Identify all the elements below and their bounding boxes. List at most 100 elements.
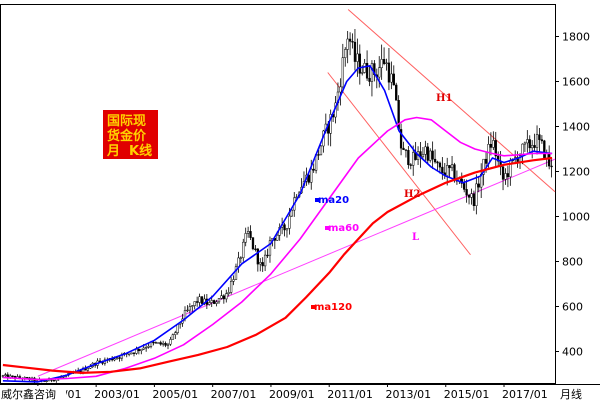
ma20-marker	[315, 198, 319, 202]
candle	[200, 296, 204, 305]
candle	[128, 353, 131, 357]
candle	[409, 163, 412, 170]
title-line-2: 货金价	[107, 128, 147, 144]
candle	[254, 244, 257, 252]
ma60-label: ma60	[328, 223, 359, 234]
candle	[531, 140, 534, 159]
candle	[225, 289, 228, 303]
candle	[317, 149, 320, 161]
candle	[353, 28, 357, 71]
candle	[212, 299, 216, 305]
candle	[407, 146, 410, 169]
candle	[344, 47, 347, 67]
candle	[263, 250, 267, 272]
candle	[358, 44, 361, 85]
candle	[419, 141, 422, 168]
moving-averages-layer	[2, 65, 553, 383]
y-axis: 400 600 800 1000 1200 1400 1600 1800	[555, 31, 590, 359]
candle	[259, 258, 262, 272]
candle	[441, 157, 444, 180]
candle	[431, 141, 434, 170]
title-box-background	[103, 110, 158, 159]
candle	[319, 145, 323, 156]
candle	[222, 294, 225, 304]
candle	[164, 341, 167, 348]
candle	[215, 299, 218, 307]
ma60-line	[2, 116, 553, 381]
candle	[538, 127, 541, 152]
candle	[392, 65, 395, 86]
candle	[234, 263, 238, 280]
candle	[477, 176, 480, 193]
candle	[448, 165, 451, 178]
y-tick-label-1200: 1200	[562, 166, 590, 179]
candle	[424, 140, 427, 162]
candle	[193, 301, 196, 310]
candle	[387, 48, 391, 91]
candle	[169, 336, 172, 346]
candle	[404, 149, 408, 158]
y-tick-label-800: 800	[562, 256, 583, 269]
candle	[191, 305, 194, 312]
candle	[385, 58, 388, 71]
candle	[166, 342, 170, 350]
candle	[472, 190, 476, 211]
candle	[251, 237, 255, 251]
candle	[242, 238, 245, 262]
candle	[290, 208, 293, 217]
candle	[523, 141, 527, 152]
y-tick-label-600: 600	[562, 301, 583, 314]
y-tick-label-1000: 1000	[562, 211, 590, 224]
x-tick-label-2017: 2017/01	[502, 388, 548, 400]
candle	[429, 148, 432, 163]
candle	[186, 305, 189, 313]
y-tick-label-1600: 1600	[562, 76, 590, 89]
candle	[421, 147, 425, 160]
candle	[470, 188, 473, 205]
candle	[283, 222, 286, 237]
x-tick-label-2003: 2003/01	[94, 388, 140, 400]
candle	[356, 38, 359, 77]
x-tick-label-2011: 2011/01	[327, 388, 373, 400]
candle	[351, 33, 354, 49]
candle	[266, 248, 269, 258]
candle	[497, 151, 500, 167]
trendline-h2	[327, 72, 471, 256]
candle	[174, 330, 177, 340]
source-label-background	[0, 386, 66, 400]
title-line-1: 国际现	[107, 114, 146, 129]
title-line-3: 月 K线	[106, 143, 152, 159]
candle	[227, 287, 230, 297]
candle	[198, 293, 201, 308]
candle	[145, 345, 148, 352]
candle	[450, 156, 454, 172]
x-axis: 2001/012003/012005/012007/012009/012011/…	[36, 383, 548, 400]
candle	[436, 160, 439, 171]
candle	[463, 179, 466, 193]
candle	[543, 139, 546, 160]
candle	[220, 290, 223, 300]
candle	[118, 355, 121, 362]
candle	[475, 174, 478, 215]
x-tick-label-2015: 2015/01	[444, 388, 490, 400]
candle	[540, 135, 544, 144]
candle	[188, 303, 192, 314]
x-tick-label-2005: 2005/01	[152, 388, 198, 400]
candle	[140, 348, 143, 355]
candle	[339, 78, 342, 106]
candle	[509, 157, 512, 186]
y-tick-label-1400: 1400	[562, 121, 590, 134]
source-label: 威尔鑫咨询	[1, 387, 56, 400]
title-box: 国际现 货金价 月 K线	[103, 110, 158, 159]
candle	[244, 227, 247, 247]
candle	[341, 43, 344, 93]
candle	[380, 44, 383, 80]
annotation-labels: ma20 ma60 ma120 H1 H2 L	[311, 93, 452, 313]
candle	[460, 172, 463, 188]
candle	[195, 296, 199, 307]
candle	[526, 130, 529, 153]
candle	[246, 226, 250, 238]
ma120-label: ma120	[314, 302, 352, 313]
candle	[368, 66, 371, 87]
